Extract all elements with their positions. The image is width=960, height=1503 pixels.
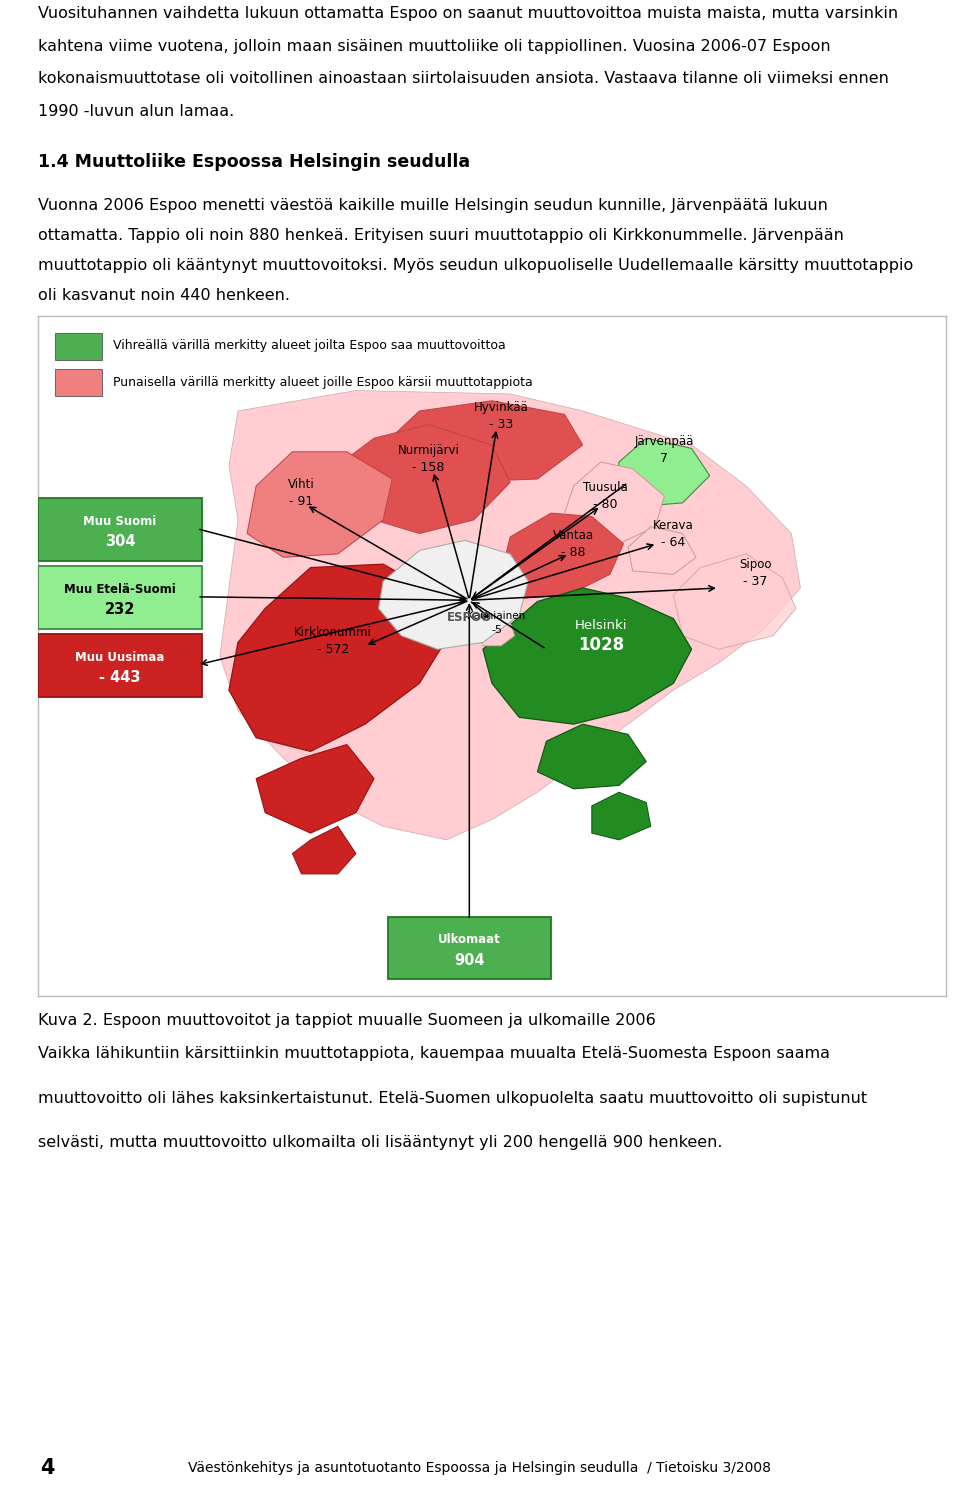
Polygon shape <box>564 461 664 544</box>
Text: Ulkomaat: Ulkomaat <box>438 933 501 947</box>
Text: 904: 904 <box>454 953 485 968</box>
Text: Kerava: Kerava <box>653 519 694 532</box>
Text: Nurmijärvi: Nurmijärvi <box>397 445 460 457</box>
Text: Sipoo: Sipoo <box>739 558 771 571</box>
Text: 232: 232 <box>105 603 135 618</box>
Text: -5: -5 <box>491 625 502 634</box>
Text: Vuosituhannen vaihdetta lukuun ottamatta Espoo on saanut muuttovoittoa muista ma: Vuosituhannen vaihdetta lukuun ottamatta… <box>38 6 899 21</box>
Text: Helsinki: Helsinki <box>575 619 627 633</box>
FancyBboxPatch shape <box>55 368 102 395</box>
Text: - 91: - 91 <box>289 496 314 508</box>
FancyBboxPatch shape <box>38 497 202 561</box>
Text: Vantaa: Vantaa <box>553 529 594 541</box>
Text: 304: 304 <box>105 534 135 549</box>
Text: selvästi, mutta muuttovoitto ulkomailta oli lisääntynyt yli 200 hengellä 900 hen: selvästi, mutta muuttovoitto ulkomailta … <box>38 1135 723 1150</box>
Text: Vuonna 2006 Espoo menetti väestöä kaikille muille Helsingin seudun kunnille, Jär: Vuonna 2006 Espoo menetti väestöä kaikil… <box>38 198 828 213</box>
Polygon shape <box>247 452 393 558</box>
FancyBboxPatch shape <box>38 634 202 697</box>
Polygon shape <box>478 619 515 646</box>
Text: ESPOO: ESPOO <box>446 610 492 624</box>
Text: kokonaismuuttotase oli voitollinen ainoastaan siirtolaisuuden ansiota. Vastaava : kokonaismuuttotase oli voitollinen ainoa… <box>38 71 889 86</box>
Text: Vihreällä värillä merkitty alueet joilta Espoo saa muuttovoittoa: Vihreällä värillä merkitty alueet joilta… <box>112 340 506 352</box>
Text: - 443: - 443 <box>99 670 141 685</box>
Polygon shape <box>628 526 696 574</box>
Text: Muu Uusimaa: Muu Uusimaa <box>76 651 165 664</box>
Text: muuttovoitto oli lähes kaksinkertaistunut. Etelä-Suomen ulkopuolelta saatu muutt: muuttovoitto oli lähes kaksinkertaistunu… <box>38 1091 868 1106</box>
Text: ottamatta. Tappio oli noin 880 henkeä. Erityisen suuri muuttotappio oli Kirkkonu: ottamatta. Tappio oli noin 880 henkeä. E… <box>38 228 844 243</box>
Polygon shape <box>378 540 528 649</box>
Polygon shape <box>256 744 374 833</box>
Polygon shape <box>614 439 709 507</box>
Polygon shape <box>591 792 651 840</box>
Text: - 88: - 88 <box>562 546 586 559</box>
Text: 1028: 1028 <box>578 636 624 654</box>
Text: Vaikka lähikuntiin kärsittiinkin muuttotappiota, kauempaa muualta Etelä-Suomesta: Vaikka lähikuntiin kärsittiinkin muuttot… <box>38 1046 830 1061</box>
Text: - 37: - 37 <box>743 576 767 588</box>
Text: 7: 7 <box>660 452 668 466</box>
Text: - 64: - 64 <box>661 537 685 549</box>
Text: 4: 4 <box>40 1458 55 1479</box>
Text: Väestönkehitys ja asuntotuotanto Espoossa ja Helsingin seudulla  / Tietoisku 3/2: Väestönkehitys ja asuntotuotanto Espooss… <box>188 1461 772 1476</box>
Polygon shape <box>338 424 510 534</box>
Polygon shape <box>483 588 691 724</box>
Polygon shape <box>220 391 801 840</box>
Text: Järvenpää: Järvenpää <box>635 436 694 448</box>
Text: muuttotappio oli kääntynyt muuttovoitoksi. Myös seudun ulkopuoliselle Uudellemaa: muuttotappio oli kääntynyt muuttovoitoks… <box>38 259 914 274</box>
FancyBboxPatch shape <box>55 332 102 359</box>
Polygon shape <box>228 564 446 752</box>
Text: Vihti: Vihti <box>288 478 315 491</box>
Text: Hyvinkää: Hyvinkää <box>473 401 528 415</box>
Text: Punaisella värillä merkitty alueet joille Espoo kärsii muuttotappiota: Punaisella värillä merkitty alueet joill… <box>112 376 533 389</box>
Text: 1.4 Muuttoliike Espoossa Helsingin seudulla: 1.4 Muuttoliike Espoossa Helsingin seudu… <box>38 153 470 171</box>
Text: Kuva 2. Espoon muuttovoitot ja tappiot muualle Suomeen ja ulkomaille 2006: Kuva 2. Espoon muuttovoitot ja tappiot m… <box>38 1013 656 1028</box>
Text: kahtena viime vuotena, jolloin maan sisäinen muuttoliike oli tappiollinen. Vuosi: kahtena viime vuotena, jolloin maan sisä… <box>38 39 831 54</box>
Polygon shape <box>674 555 796 649</box>
Text: - 33: - 33 <box>489 418 514 431</box>
Polygon shape <box>538 724 646 789</box>
Text: Kauniainen: Kauniainen <box>468 610 526 621</box>
Text: Tuusula: Tuusula <box>583 481 628 494</box>
Text: Muu Suomi: Muu Suomi <box>84 514 156 528</box>
Text: 1990 -luvun alun lamaa.: 1990 -luvun alun lamaa. <box>38 104 234 119</box>
Text: - 158: - 158 <box>412 461 444 475</box>
Text: - 80: - 80 <box>593 497 617 511</box>
Polygon shape <box>501 513 624 598</box>
Polygon shape <box>293 827 356 873</box>
Text: oli kasvanut noin 440 henkeen.: oli kasvanut noin 440 henkeen. <box>38 289 290 304</box>
FancyBboxPatch shape <box>38 567 202 628</box>
FancyBboxPatch shape <box>388 917 551 980</box>
Text: Muu Etelä-Suomi: Muu Etelä-Suomi <box>64 583 176 595</box>
Polygon shape <box>383 401 583 482</box>
Text: Kirkkonummi: Kirkkonummi <box>295 627 372 639</box>
Text: - 572: - 572 <box>317 643 349 657</box>
